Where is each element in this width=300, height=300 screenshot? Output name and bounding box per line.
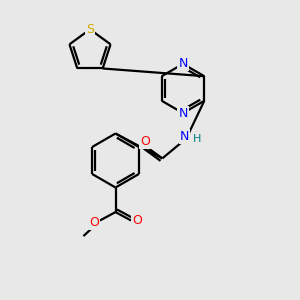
Text: N: N [178,57,188,70]
Text: O: O [89,215,99,229]
Text: S: S [86,23,94,36]
Text: H: H [193,134,202,144]
Text: O: O [132,214,142,227]
Text: O: O [140,135,150,148]
Text: N: N [178,106,188,120]
Text: N: N [180,130,190,143]
